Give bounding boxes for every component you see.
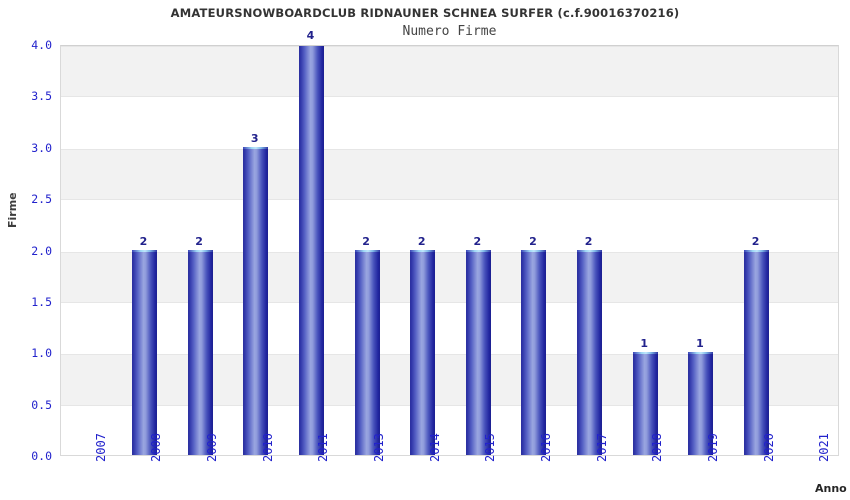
bar[interactable] bbox=[577, 249, 603, 455]
bar[interactable] bbox=[632, 352, 658, 455]
y-axis-tick-label: 1.5 bbox=[31, 294, 52, 309]
bar-value-label: 2 bbox=[529, 234, 537, 248]
bar[interactable] bbox=[243, 146, 269, 455]
bar-value-label: 1 bbox=[640, 337, 649, 351]
x-axis-tick-label: 2010 bbox=[260, 433, 275, 462]
bar-highlight bbox=[243, 146, 269, 149]
bar-highlight bbox=[744, 249, 770, 252]
bar-highlight bbox=[131, 249, 157, 252]
x-axis-tick-label: 2017 bbox=[594, 433, 609, 462]
bar[interactable] bbox=[465, 249, 491, 455]
bar-value-label: 1 bbox=[696, 337, 704, 351]
bar[interactable] bbox=[744, 249, 770, 455]
bar[interactable] bbox=[521, 249, 547, 455]
x-axis-tick-label: 2013 bbox=[372, 433, 387, 462]
x-axis-tick-label: 2019 bbox=[705, 433, 720, 462]
bar-value-label: 2 bbox=[417, 234, 426, 248]
bar-highlight bbox=[465, 249, 491, 252]
bar[interactable] bbox=[298, 45, 324, 455]
chart-subtitle: Numero Firme bbox=[402, 24, 497, 39]
bar-highlight bbox=[187, 249, 213, 252]
y-axis-tick-label: 2.0 bbox=[31, 243, 52, 258]
bar-value-label: 2 bbox=[362, 234, 370, 248]
bar[interactable] bbox=[354, 249, 380, 455]
plot-area bbox=[60, 45, 839, 456]
bar[interactable] bbox=[131, 249, 157, 455]
grid-band bbox=[61, 46, 838, 98]
bar-value-label: 2 bbox=[139, 234, 148, 248]
y-axis-tick-label: 0.5 bbox=[31, 397, 52, 412]
bar-value-label: 2 bbox=[584, 234, 593, 248]
bar-value-label: 2 bbox=[473, 234, 482, 248]
x-axis-tick-label: 2008 bbox=[149, 433, 164, 462]
y-axis-tick-label: 3.0 bbox=[31, 140, 52, 155]
bar-highlight bbox=[577, 249, 603, 252]
y-axis-tick-label: 3.5 bbox=[31, 89, 52, 104]
y-axis-tick-label: 0.0 bbox=[31, 449, 52, 463]
x-axis-tick-label: 2009 bbox=[205, 433, 220, 462]
y-axis-tick-label: 1.0 bbox=[31, 346, 52, 361]
grid-band bbox=[61, 148, 838, 201]
bar-value-label: 2 bbox=[751, 234, 760, 248]
bar-highlight bbox=[521, 249, 547, 252]
grid-band bbox=[61, 354, 838, 406]
x-axis-tick-label: 2020 bbox=[761, 433, 776, 462]
grid-band bbox=[61, 251, 838, 303]
bar[interactable] bbox=[688, 352, 714, 455]
bar-value-label: 4 bbox=[306, 29, 315, 42]
x-axis-tick-label: 2016 bbox=[538, 433, 553, 462]
x-axis-tick-label: 2018 bbox=[650, 433, 665, 462]
bar-highlight bbox=[688, 352, 714, 355]
x-axis-tick-label: 2021 bbox=[817, 433, 832, 462]
bar-highlight bbox=[299, 45, 324, 46]
bar-highlight bbox=[354, 249, 380, 252]
y-axis-tick-label: 4.0 bbox=[31, 38, 52, 52]
chart-title: AMATEURSNOWBOARDCLUB RIDNAUNER SCHNEA SU… bbox=[170, 6, 680, 20]
x-axis-tick-label: 2015 bbox=[483, 433, 498, 462]
bar[interactable] bbox=[410, 249, 436, 455]
bar-highlight bbox=[632, 352, 658, 355]
x-axis-tick-label: 2007 bbox=[93, 433, 108, 462]
bar[interactable] bbox=[187, 249, 213, 455]
y-axis-tick-label: 2.5 bbox=[31, 192, 52, 207]
bar-value-label: 3 bbox=[250, 131, 259, 145]
bar-value-label: 2 bbox=[195, 234, 203, 248]
x-axis-tick-label: 2014 bbox=[427, 433, 442, 462]
bar-highlight bbox=[410, 249, 436, 252]
x-axis-label: Anno bbox=[815, 482, 847, 495]
x-axis-tick-label: 2011 bbox=[316, 433, 331, 462]
